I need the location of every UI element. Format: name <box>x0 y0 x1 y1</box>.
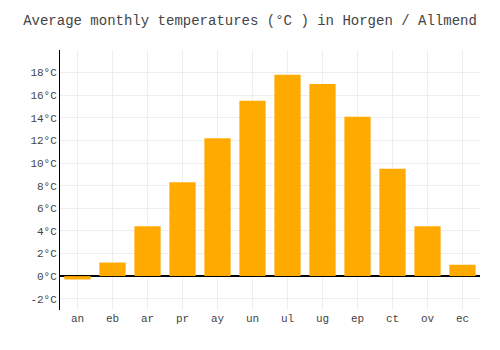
svg-text:12°C: 12°C <box>30 135 57 147</box>
svg-text:4°C: 4°C <box>37 226 57 238</box>
svg-text:16°C: 16°C <box>30 90 57 102</box>
svg-text:-2°C: -2°C <box>30 294 57 306</box>
svg-text:14°C: 14°C <box>30 113 57 125</box>
svg-text:ug: ug <box>316 313 329 325</box>
svg-text:2°C: 2°C <box>37 248 57 260</box>
svg-text:an: an <box>71 313 84 325</box>
svg-text:6°C: 6°C <box>37 203 57 215</box>
svg-text:Average monthly temperatures (: Average monthly temperatures (°C ) in Ho… <box>23 13 477 29</box>
svg-text:un: un <box>246 313 259 325</box>
svg-text:0°C: 0°C <box>37 271 57 283</box>
svg-text:18°C: 18°C <box>30 67 57 79</box>
svg-text:8°C: 8°C <box>37 181 57 193</box>
svg-text:10°C: 10°C <box>30 158 57 170</box>
svg-text:ov: ov <box>421 313 435 325</box>
svg-text:ct: ct <box>386 313 399 325</box>
svg-text:ay: ay <box>211 313 225 325</box>
svg-text:ul: ul <box>281 313 294 325</box>
svg-text:pr: pr <box>176 313 189 325</box>
svg-text:ar: ar <box>141 313 154 325</box>
svg-text:eb: eb <box>106 313 119 325</box>
svg-text:ep: ep <box>351 313 364 325</box>
svg-text:ec: ec <box>456 313 469 325</box>
